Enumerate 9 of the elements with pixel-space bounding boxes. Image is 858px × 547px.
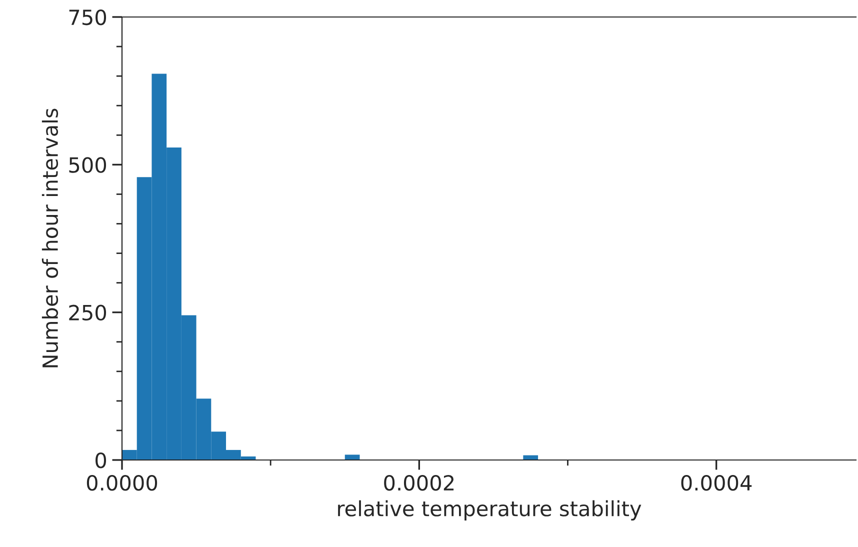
y-tick-label: 750 (69, 9, 106, 26)
x-tick-label: 0.0000 (86, 474, 158, 491)
x-tick-label: 0.0002 (384, 474, 454, 491)
y-tick-label: 0 (96, 452, 106, 468)
y-tick-label: 500 (69, 157, 106, 173)
y-tick-label: 250 (69, 304, 106, 321)
y-axis-title: Number of hour intervals (42, 108, 58, 368)
x-axis-title: relative temperature stability (338, 500, 642, 520)
x-tick-label: 0.0004 (681, 474, 752, 491)
